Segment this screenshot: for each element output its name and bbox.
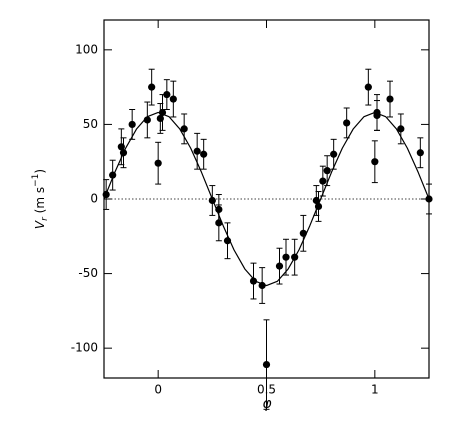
- x-tick-label: 0: [154, 383, 162, 397]
- data-point: [249, 277, 258, 285]
- data-point: [154, 159, 162, 167]
- data-point: [371, 158, 379, 166]
- x-tick-label: 1: [371, 383, 379, 397]
- y-tick-label: 100: [75, 42, 98, 56]
- data-point: [215, 219, 223, 227]
- data-point: [282, 253, 290, 261]
- data-point: [397, 125, 405, 133]
- data-point: [180, 125, 188, 133]
- y-label-symbol: V: [33, 220, 47, 229]
- data-point: [148, 83, 156, 91]
- data-point: [330, 150, 338, 158]
- data-point: [323, 167, 331, 175]
- data-point: [128, 120, 136, 129]
- data-point: [193, 147, 201, 155]
- data-point: [275, 262, 284, 270]
- y-label-subscript: r: [40, 216, 50, 221]
- data-point: [364, 83, 372, 91]
- y-tick-label: 0: [90, 192, 98, 206]
- y-label-close: ): [33, 169, 47, 174]
- y-tick-label: 50: [83, 117, 98, 131]
- data-point: [169, 95, 177, 103]
- y-tick-label: -50: [78, 266, 98, 280]
- y-label-unit: (m s: [33, 187, 47, 217]
- y-tick-label: -100: [71, 341, 98, 355]
- data-point: [262, 360, 271, 369]
- data-point: [200, 150, 208, 158]
- data-point: [343, 119, 351, 127]
- data-point: [386, 95, 394, 103]
- y-label-exponent: −1: [31, 174, 41, 187]
- fit-curve: [103, 111, 430, 287]
- x-axis-label: φ: [262, 396, 272, 412]
- y-axis-label: Vr (m s−1): [31, 169, 50, 229]
- data-point: [163, 90, 171, 99]
- data-point: [319, 177, 327, 185]
- data-point: [416, 149, 424, 157]
